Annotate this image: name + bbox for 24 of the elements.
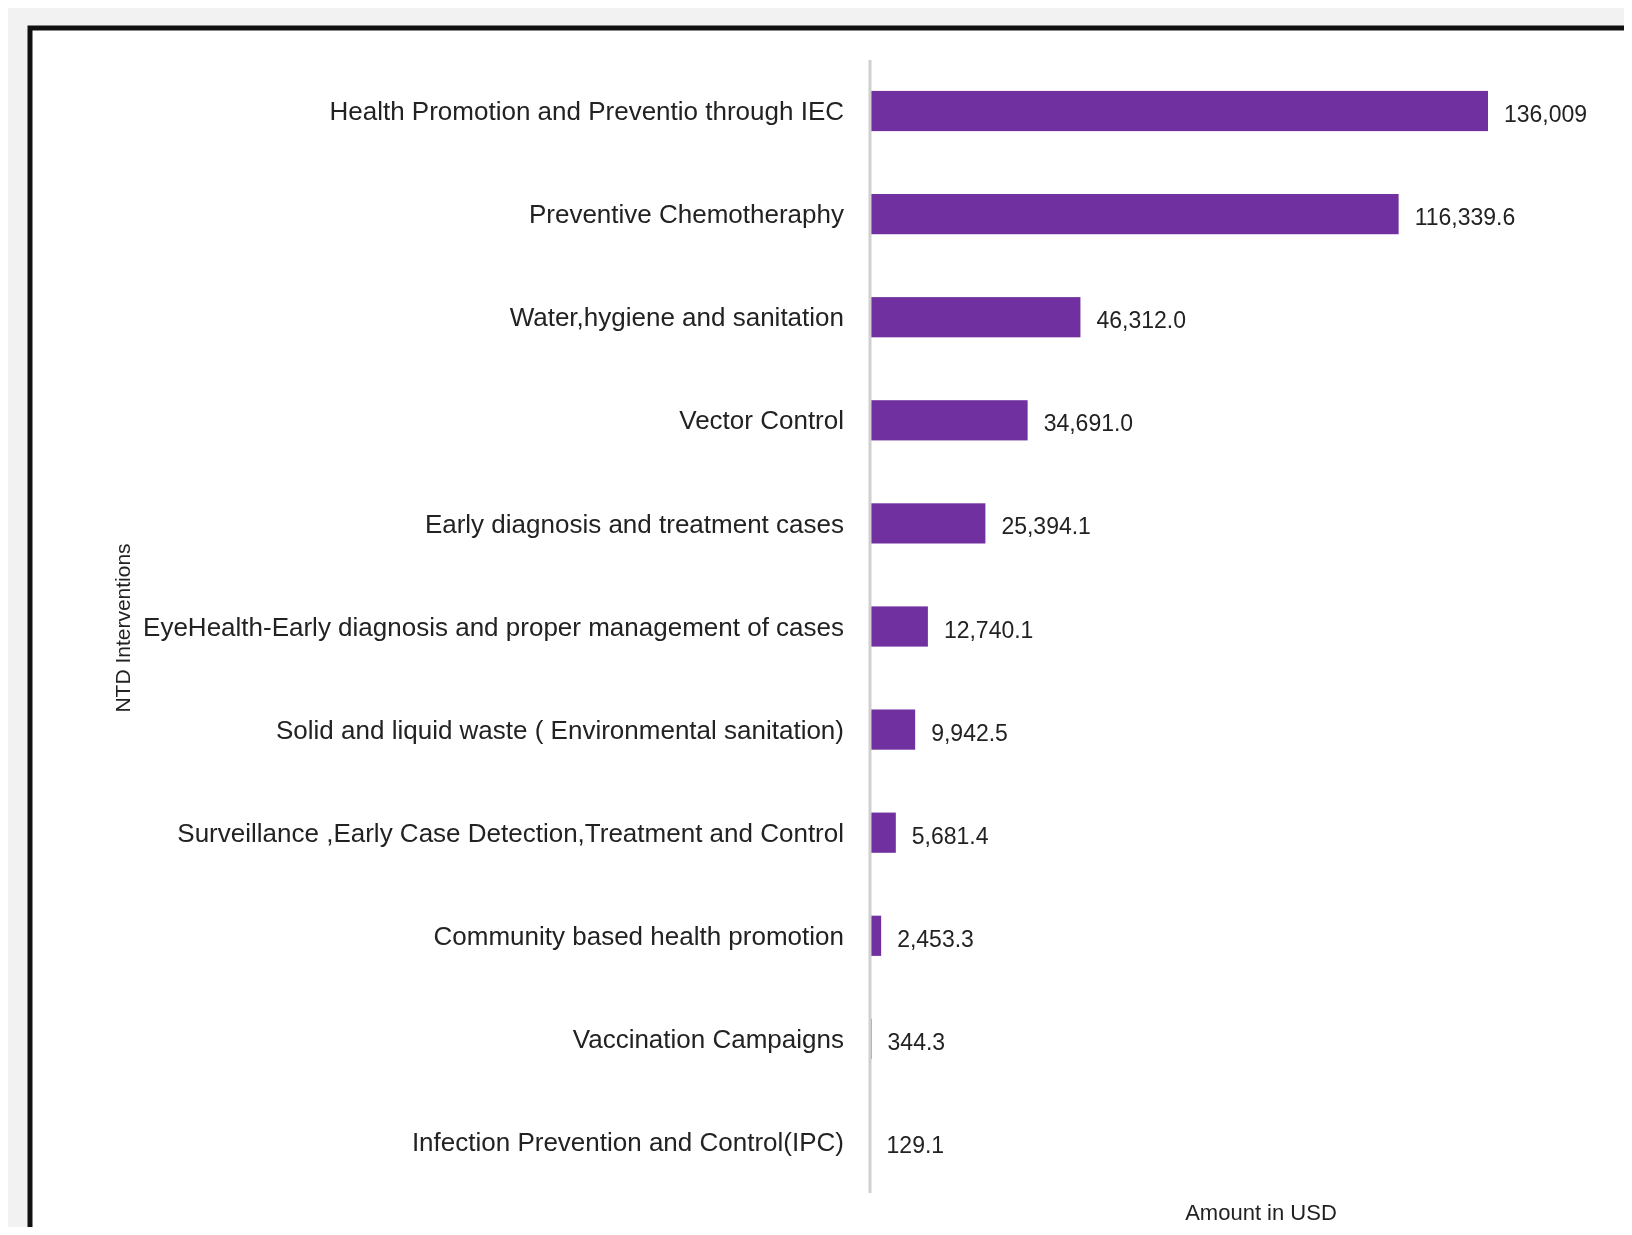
data-label: 344.3 <box>887 1028 946 1055</box>
data-label: 136,009 <box>1504 101 1588 128</box>
y-tick-label: Surveillance ,Early Case Detection,Treatment and Control <box>177 817 844 848</box>
y-tick-label: EyeHealth-Early diagnosis and proper management of cases <box>143 611 844 642</box>
y-tick-label: Health Promotion and Preventio through IEC <box>329 96 844 127</box>
data-label: 129.1 <box>886 1132 945 1159</box>
data-label: 46,312.0 <box>1096 307 1186 334</box>
y-tick-label: Water,hygiene and sanitation <box>509 302 844 333</box>
x-axis-title: Amount in USD <box>1185 1200 1337 1225</box>
y-tick-label: Infection Prevention and Control(IPC) <box>411 1127 844 1158</box>
data-label: 9,942.5 <box>931 719 1008 746</box>
y-tick-label: Early diagnosis and treatment cases <box>424 508 844 539</box>
y-axis-title: NTD Interventions <box>111 543 134 713</box>
y-tick-label: Vaccination Campaigns <box>572 1023 844 1054</box>
y-tick-label: Community based health promotion <box>433 920 844 951</box>
y-tick-label: Preventive Chemotheraphy <box>528 199 844 230</box>
y-tick-label: Solid and liquid waste ( Environmental sanitation) <box>276 714 844 745</box>
data-label: 5,681.4 <box>911 822 989 849</box>
data-label: 116,339.6 <box>1414 204 1516 231</box>
data-label: 25,394.1 <box>1001 513 1091 540</box>
data-label: 34,691.0 <box>1043 410 1134 437</box>
data-label: 2,453.3 <box>897 925 974 952</box>
data-label: 12,740.1 <box>943 616 1034 643</box>
y-tick-label: Vector Control <box>679 405 844 436</box>
